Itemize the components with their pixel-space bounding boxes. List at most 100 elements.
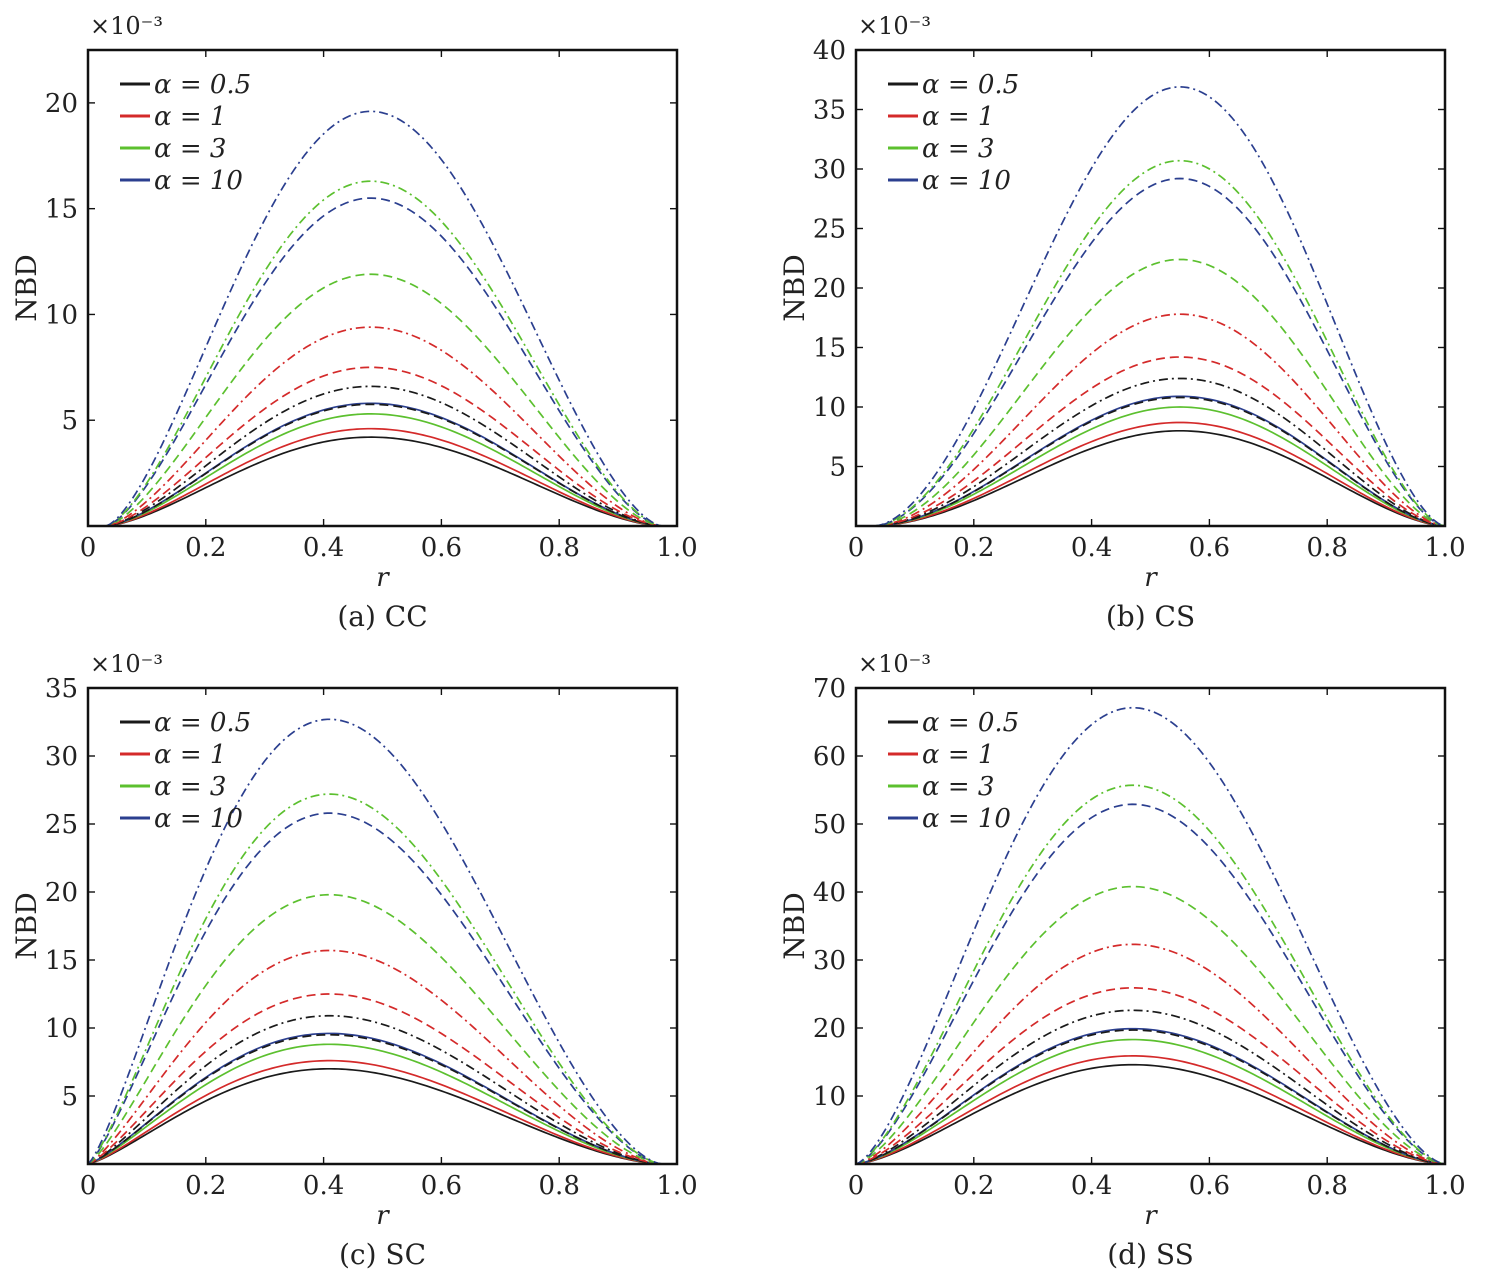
y-tick-label: 50 xyxy=(813,810,846,840)
series-line-2 xyxy=(856,1055,1445,1164)
x-tick-label: 0.4 xyxy=(303,1171,344,1201)
series-line-12 xyxy=(88,110,677,526)
y-axis-label: NBD xyxy=(10,892,43,960)
series-line-8 xyxy=(856,943,1445,1164)
x-tick-label: 0.2 xyxy=(185,1171,226,1201)
plot-frame xyxy=(854,686,1447,1166)
x-axis-label: r xyxy=(376,563,390,593)
x-axis-label: r xyxy=(376,1201,390,1231)
x-axis-label: r xyxy=(1144,1201,1158,1231)
y-multiplier: ×10⁻³ xyxy=(90,650,163,678)
x-axis-label: r xyxy=(1144,563,1158,593)
legend: α = 0.5α = 1α = 3α = 10 xyxy=(120,70,251,196)
series-line-7 xyxy=(88,993,677,1164)
chart-panel-d: 0 0.2 0.4 0.6 0.8 1.0 10 20 30 40 50 60 70 ×10⁻³ r NBD (… xyxy=(778,650,1466,1271)
x-tick-label: 1.0 xyxy=(1424,1171,1465,1201)
series-line-5 xyxy=(88,403,677,526)
x-tick-label: 0.4 xyxy=(303,533,344,563)
y-tick-label: 10 xyxy=(813,1082,846,1112)
series-line-5 xyxy=(88,1033,677,1164)
series-line-8 xyxy=(88,949,677,1164)
y-tick-label: 60 xyxy=(813,742,846,772)
series-line-7 xyxy=(88,366,677,526)
x-tick-label: 0.6 xyxy=(421,533,462,563)
y-tick-label: 25 xyxy=(45,810,78,840)
x-tick-label: 1.0 xyxy=(656,533,697,563)
series-line-8 xyxy=(856,313,1445,526)
series-group xyxy=(88,110,677,526)
y-axis-label: NBD xyxy=(10,254,43,322)
legend-label: α = 10 xyxy=(922,804,1011,834)
x-tick-label: 0.4 xyxy=(1071,1171,1112,1201)
plot-frame xyxy=(86,686,679,1166)
x-tick-label: 0.8 xyxy=(539,1171,580,1201)
series-line-9 xyxy=(88,893,677,1164)
legend-label: α = 1 xyxy=(922,102,994,132)
y-tick-label: 70 xyxy=(813,674,846,704)
y-axis-label: NBD xyxy=(778,892,811,960)
x-tick-label: 0 xyxy=(848,533,865,563)
y-tick-label: 20 xyxy=(45,89,78,119)
x-tick-label: 0 xyxy=(848,1171,865,1201)
legend-label: α = 0.5 xyxy=(922,708,1019,738)
y-tick-label: 30 xyxy=(813,155,846,185)
y-multiplier: ×10⁻³ xyxy=(90,12,163,40)
series-line-6 xyxy=(856,377,1445,526)
series-group xyxy=(856,706,1445,1164)
y-tick-label: 20 xyxy=(45,878,78,908)
y-tick-label: 10 xyxy=(813,393,846,423)
y-tick-label: 30 xyxy=(813,946,846,976)
legend-label: α = 1 xyxy=(154,102,226,132)
legend-label: α = 0.5 xyxy=(154,708,251,738)
y-tick-label: 35 xyxy=(45,674,78,704)
series-line-3 xyxy=(856,406,1445,526)
chart-panel-b: 0 0.2 0.4 0.6 0.8 1.0 5 10 15 20 25 30 35 40 ×10⁻³ r NBD… xyxy=(778,12,1466,633)
series-line-12 xyxy=(88,718,677,1164)
series-line-2 xyxy=(856,421,1445,526)
legend-label: α = 1 xyxy=(922,740,994,770)
x-tick-label: 0.6 xyxy=(421,1171,462,1201)
series-line-11 xyxy=(88,180,677,526)
series-line-1 xyxy=(88,1067,677,1164)
series-line-10 xyxy=(88,812,677,1164)
series-line-12 xyxy=(856,706,1445,1164)
panel-caption: (c) SC xyxy=(339,1238,426,1271)
series-line-1 xyxy=(88,436,677,526)
legend-label: α = 10 xyxy=(154,804,243,834)
y-tick-label: 30 xyxy=(45,742,78,772)
series-line-3 xyxy=(856,1038,1445,1164)
series-line-12 xyxy=(856,86,1445,526)
x-tick-label: 0.8 xyxy=(1307,1171,1348,1201)
panel-caption: (b) CS xyxy=(1106,600,1195,633)
series-line-2 xyxy=(88,1059,677,1164)
plot-frame xyxy=(86,48,679,528)
x-tick-label: 0.6 xyxy=(1189,1171,1230,1201)
y-tick-label: 5 xyxy=(829,453,846,483)
series-line-4 xyxy=(856,1027,1445,1164)
y-multiplier: ×10⁻³ xyxy=(858,12,931,40)
x-tick-label: 0.6 xyxy=(1189,533,1230,563)
x-tick-label: 0.2 xyxy=(185,533,226,563)
y-tick-label: 5 xyxy=(61,406,78,436)
y-tick-label: 20 xyxy=(813,274,846,304)
x-tick-label: 0.2 xyxy=(953,1171,994,1201)
series-line-5 xyxy=(856,1029,1445,1164)
legend-label: α = 3 xyxy=(922,772,994,802)
series-line-3 xyxy=(88,413,677,526)
legend: α = 0.5α = 1α = 3α = 10 xyxy=(888,70,1019,196)
x-tick-label: 0.2 xyxy=(953,533,994,563)
series-group xyxy=(88,718,677,1164)
series-group xyxy=(856,86,1445,526)
y-tick-label: 10 xyxy=(45,300,78,330)
series-line-10 xyxy=(856,177,1445,526)
chart-panel-c: 0 0.2 0.4 0.6 0.8 1.0 5 10 15 20 25 30 35 ×10⁻³ r NBD (c… xyxy=(10,650,698,1271)
series-line-11 xyxy=(856,159,1445,526)
series-line-11 xyxy=(856,784,1445,1164)
series-line-8 xyxy=(88,326,677,526)
y-tick-label: 20 xyxy=(813,1014,846,1044)
series-line-10 xyxy=(856,803,1445,1164)
series-line-1 xyxy=(856,429,1445,526)
panel-caption: (d) SS xyxy=(1107,1238,1194,1271)
legend: α = 0.5α = 1α = 3α = 10 xyxy=(888,708,1019,834)
